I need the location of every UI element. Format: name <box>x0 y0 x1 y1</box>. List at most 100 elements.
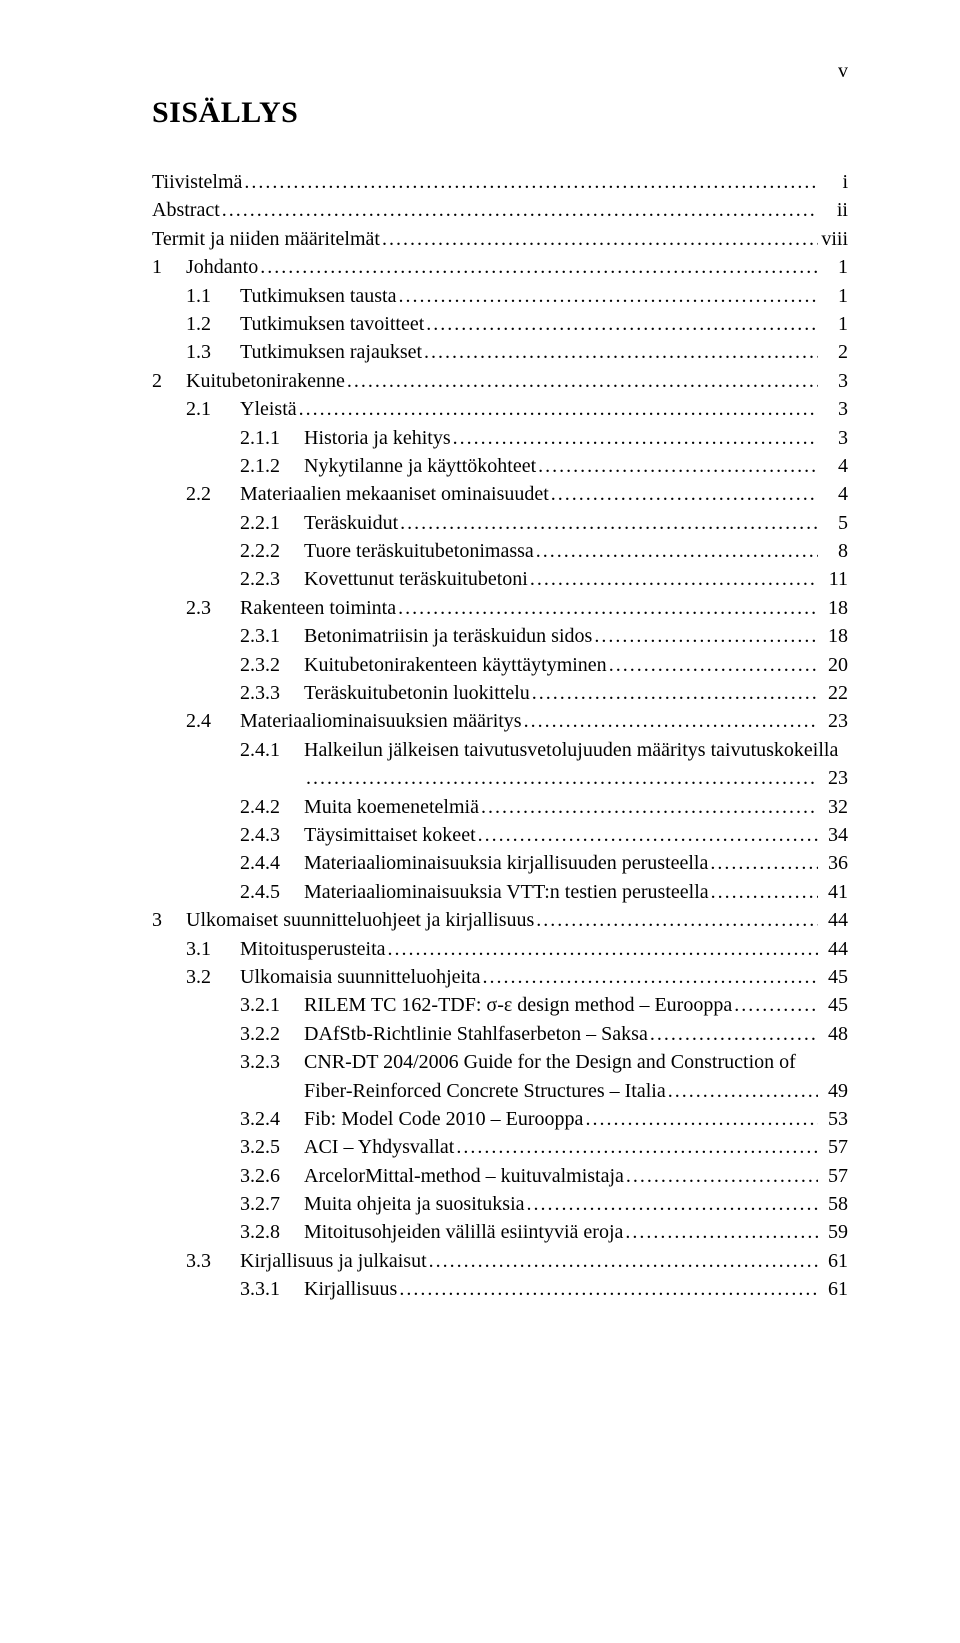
toc-entry-page: 61 <box>820 1247 848 1275</box>
toc-leader-dots <box>399 1275 818 1303</box>
toc-entry-page: 49 <box>820 1077 848 1105</box>
toc-entry-number: 3.2.2 <box>240 1020 304 1048</box>
toc-entry-page: 18 <box>820 622 848 650</box>
toc-entry: 1.2Tutkimuksen tavoitteet1 <box>152 310 848 338</box>
toc-entry-label: Tutkimuksen tavoitteet <box>240 310 424 338</box>
toc-entry-label: Kirjallisuus <box>304 1275 397 1303</box>
toc-entry: 3.1Mitoitusperusteita 44 <box>152 935 848 963</box>
document-page: v SISÄLLYS TiivistelmäiAbstractiiTermit … <box>0 0 960 1643</box>
toc-leader-dots <box>481 793 818 821</box>
toc-entry-number: 2.3 <box>186 594 240 622</box>
toc-entry-page: 2 <box>820 338 848 366</box>
toc-entry-number: 2.3.2 <box>240 651 304 679</box>
toc-entry: 2.4.3Täysimittaiset kokeet 34 <box>152 821 848 849</box>
toc-entry: 1.1Tutkimuksen tausta1 <box>152 282 848 310</box>
toc-entry-page: 44 <box>820 935 848 963</box>
toc-entry-number: 2.1.2 <box>240 452 304 480</box>
toc-entry-page: 1 <box>820 310 848 338</box>
toc-leader-dots <box>456 1133 818 1161</box>
toc-entry-page: ii <box>820 196 848 224</box>
toc-entry-page: 32 <box>820 793 848 821</box>
toc-entry-page: 34 <box>820 821 848 849</box>
toc-entry-label: DAfStb-Richtlinie Stahlfaserbeton – Saks… <box>304 1020 648 1048</box>
table-of-contents: TiivistelmäiAbstractiiTermit ja niiden m… <box>152 168 848 1304</box>
toc-entry-number: 2.4 <box>186 707 240 735</box>
toc-entry-number: 2.4.3 <box>240 821 304 849</box>
toc-entry-page: viii <box>820 225 848 253</box>
toc-entry-page: 5 <box>820 509 848 537</box>
toc-entry: 3.2.1RILEM TC 162-TDF: σ-ε design method… <box>152 991 848 1019</box>
toc-entry: 3.2.6ArcelorMittal-method – kuituvalmist… <box>152 1162 848 1190</box>
toc-entry-number: 2 <box>152 367 186 395</box>
toc-entry-label: Täysimittaiset kokeet <box>304 821 476 849</box>
toc-entry-page: 57 <box>820 1162 848 1190</box>
toc-entry-page: 61 <box>820 1275 848 1303</box>
toc-entry-page: 1 <box>820 253 848 281</box>
toc-entry-label: Tuore teräskuitubetonimassa <box>304 537 534 565</box>
toc-entry: 3.2.4Fib: Model Code 2010 – Eurooppa53 <box>152 1105 848 1133</box>
toc-entry-label: Kuitubetonirakenne <box>186 367 345 395</box>
toc-leader-dots <box>536 537 818 565</box>
toc-leader-dots <box>524 707 818 735</box>
toc-entry-page: 48 <box>820 1020 848 1048</box>
toc-entry-label: Materiaaliominaisuuksien määritys <box>240 707 522 735</box>
toc-title: SISÄLLYS <box>152 96 848 130</box>
toc-entry-label: Mitoitusperusteita <box>240 935 386 963</box>
toc-entry-page: 1 <box>820 282 848 310</box>
toc-entry-label: Yleistä <box>240 395 297 423</box>
toc-entry-continuation: 23 <box>152 764 848 792</box>
toc-entry-page: 41 <box>820 878 848 906</box>
toc-entry-label: Tutkimuksen tausta <box>240 282 397 310</box>
toc-entry-label: Teräskuitubetonin luokittelu <box>304 679 530 707</box>
toc-leader-dots <box>585 1105 818 1133</box>
toc-entry-label: ACI – Yhdysvallat <box>304 1133 454 1161</box>
toc-entry-number: 3.2.4 <box>240 1105 304 1133</box>
toc-leader-dots <box>478 821 818 849</box>
toc-entry-page: 3 <box>820 424 848 452</box>
toc-leader-dots <box>734 991 818 1019</box>
toc-entry-number: 2.1.1 <box>240 424 304 452</box>
toc-leader-dots <box>532 679 818 707</box>
toc-entry: 2.2.3Kovettunut teräskuitubetoni11 <box>152 565 848 593</box>
toc-entry-page: 20 <box>820 651 848 679</box>
toc-leader-dots <box>306 764 818 792</box>
toc-entry: 2.4.5Materiaaliominaisuuksia VTT:n testi… <box>152 878 848 906</box>
toc-entry-label: Mitoitusohjeiden välillä esiintyviä eroj… <box>304 1218 623 1246</box>
toc-leader-dots <box>711 878 818 906</box>
toc-entry-page: 57 <box>820 1133 848 1161</box>
toc-entry-page: 36 <box>820 849 848 877</box>
toc-entry: 2.1Yleistä3 <box>152 395 848 423</box>
toc-entry: Termit ja niiden määritelmät viii <box>152 225 848 253</box>
toc-entry-number: 2.2.3 <box>240 565 304 593</box>
toc-entry-number: 3.2.3 <box>240 1048 304 1076</box>
toc-entry-page: 4 <box>820 452 848 480</box>
toc-leader-dots <box>527 1190 818 1218</box>
toc-leader-dots <box>453 424 818 452</box>
toc-entry-page: 3 <box>820 367 848 395</box>
toc-entry-page: 58 <box>820 1190 848 1218</box>
toc-entry-number: 3.1 <box>186 935 240 963</box>
toc-leader-dots <box>400 509 818 537</box>
toc-leader-dots <box>536 906 818 934</box>
toc-entry: 2.3.1Betonimatriisin ja teräskuidun sido… <box>152 622 848 650</box>
toc-entry-label: Termit ja niiden määritelmät <box>152 225 380 253</box>
toc-entry-number: 2.4.1 <box>240 736 304 764</box>
toc-entry-label: Kovettunut teräskuitubetoni <box>304 565 528 593</box>
toc-entry-number: 2.2 <box>186 480 240 508</box>
toc-entry: 3.3.1Kirjallisuus61 <box>152 1275 848 1303</box>
toc-entry: Abstractii <box>152 196 848 224</box>
toc-entry: 3.2.8Mitoitusohjeiden välillä esiintyviä… <box>152 1218 848 1246</box>
toc-entry-page: 23 <box>820 707 848 735</box>
toc-entry: 2.1.2Nykytilanne ja käyttökohteet4 <box>152 452 848 480</box>
toc-entry: 3.3Kirjallisuus ja julkaisut61 <box>152 1247 848 1275</box>
toc-entry: 2.2.1Teräskuidut5 <box>152 509 848 537</box>
toc-entry-number: 2.2.1 <box>240 509 304 537</box>
toc-entry-number: 3.2.8 <box>240 1218 304 1246</box>
toc-entry-number: 3 <box>152 906 186 934</box>
toc-entry: 2.3Rakenteen toiminta18 <box>152 594 848 622</box>
toc-entry: 3.2Ulkomaisia suunnitteluohjeita45 <box>152 963 848 991</box>
toc-leader-dots <box>299 395 818 423</box>
toc-entry-label: Rakenteen toiminta <box>240 594 396 622</box>
toc-entry: 2.4Materiaaliominaisuuksien määritys 23 <box>152 707 848 735</box>
toc-entry-label: Fib: Model Code 2010 – Eurooppa <box>304 1105 583 1133</box>
